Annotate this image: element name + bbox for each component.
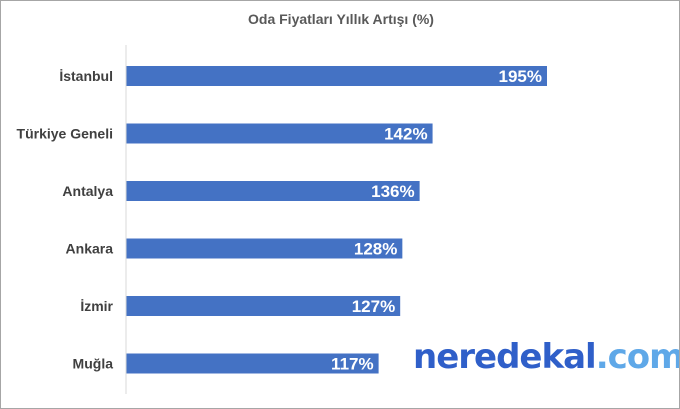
- bar-2: [126, 181, 420, 201]
- data-label: 127%: [352, 297, 395, 316]
- bar-3: [126, 238, 403, 259]
- category-label: Türkiye Geneli: [17, 126, 113, 142]
- data-label: 117%: [331, 355, 374, 374]
- bar-4: [126, 296, 401, 316]
- bar-5: [126, 353, 379, 374]
- category-label: Muğla: [73, 356, 114, 372]
- category-label: İzmir: [80, 298, 113, 314]
- chart-title: Oda Fiyatları Yıllık Artışı (%): [248, 11, 434, 27]
- category-label: İstanbul: [59, 68, 113, 84]
- logo-text-domain: .com: [595, 337, 680, 377]
- category-label: Ankara: [66, 241, 114, 257]
- bars-layer: İstanbul 195% Türkiye Geneli 142% Antalya 136…: [17, 66, 547, 374]
- bar-0: [126, 66, 547, 86]
- data-label: 136%: [371, 182, 414, 201]
- neredekal-logo: neredekal.com: [413, 337, 680, 377]
- data-label: 142%: [384, 125, 427, 144]
- data-label: 128%: [354, 240, 397, 259]
- logo-text-main: neredekal: [413, 337, 597, 377]
- bar-1: [126, 123, 433, 144]
- data-label: 195%: [499, 67, 542, 86]
- category-label: Antalya: [62, 183, 113, 199]
